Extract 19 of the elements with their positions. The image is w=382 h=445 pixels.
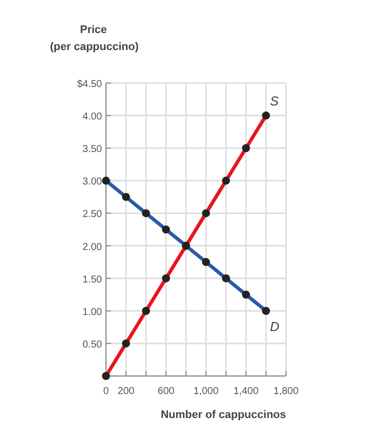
y-axis-title: Price (per cappuccino) [50, 24, 139, 53]
y-tick-label: 3.00 [82, 176, 102, 188]
y-tick-label: $4.50 [76, 79, 102, 90]
y-tick-label: 1.50 [82, 274, 102, 286]
x-tick-label: 1,000 [193, 386, 219, 397]
y-tick-label: 0.50 [82, 339, 102, 350]
y-tick-label: 4.00 [82, 112, 102, 123]
x-tick-label: 600 [158, 386, 175, 397]
x-tick-label: 0 [103, 386, 110, 397]
y-tick-label: 2.00 [82, 242, 102, 253]
x-axis-title: Number of cappuccinos [160, 409, 286, 421]
series-label: D [270, 318, 280, 334]
series-label: S [270, 94, 279, 109]
x-tick-label: 200 [118, 386, 135, 397]
x-tick-label: 1,800 [273, 386, 299, 397]
x-tick-label: 1,400 [233, 386, 259, 397]
y-tick-label: 1.00 [82, 306, 102, 318]
y-tick-label: 2.50 [82, 209, 102, 220]
y-tick-label: 3.50 [82, 144, 102, 156]
